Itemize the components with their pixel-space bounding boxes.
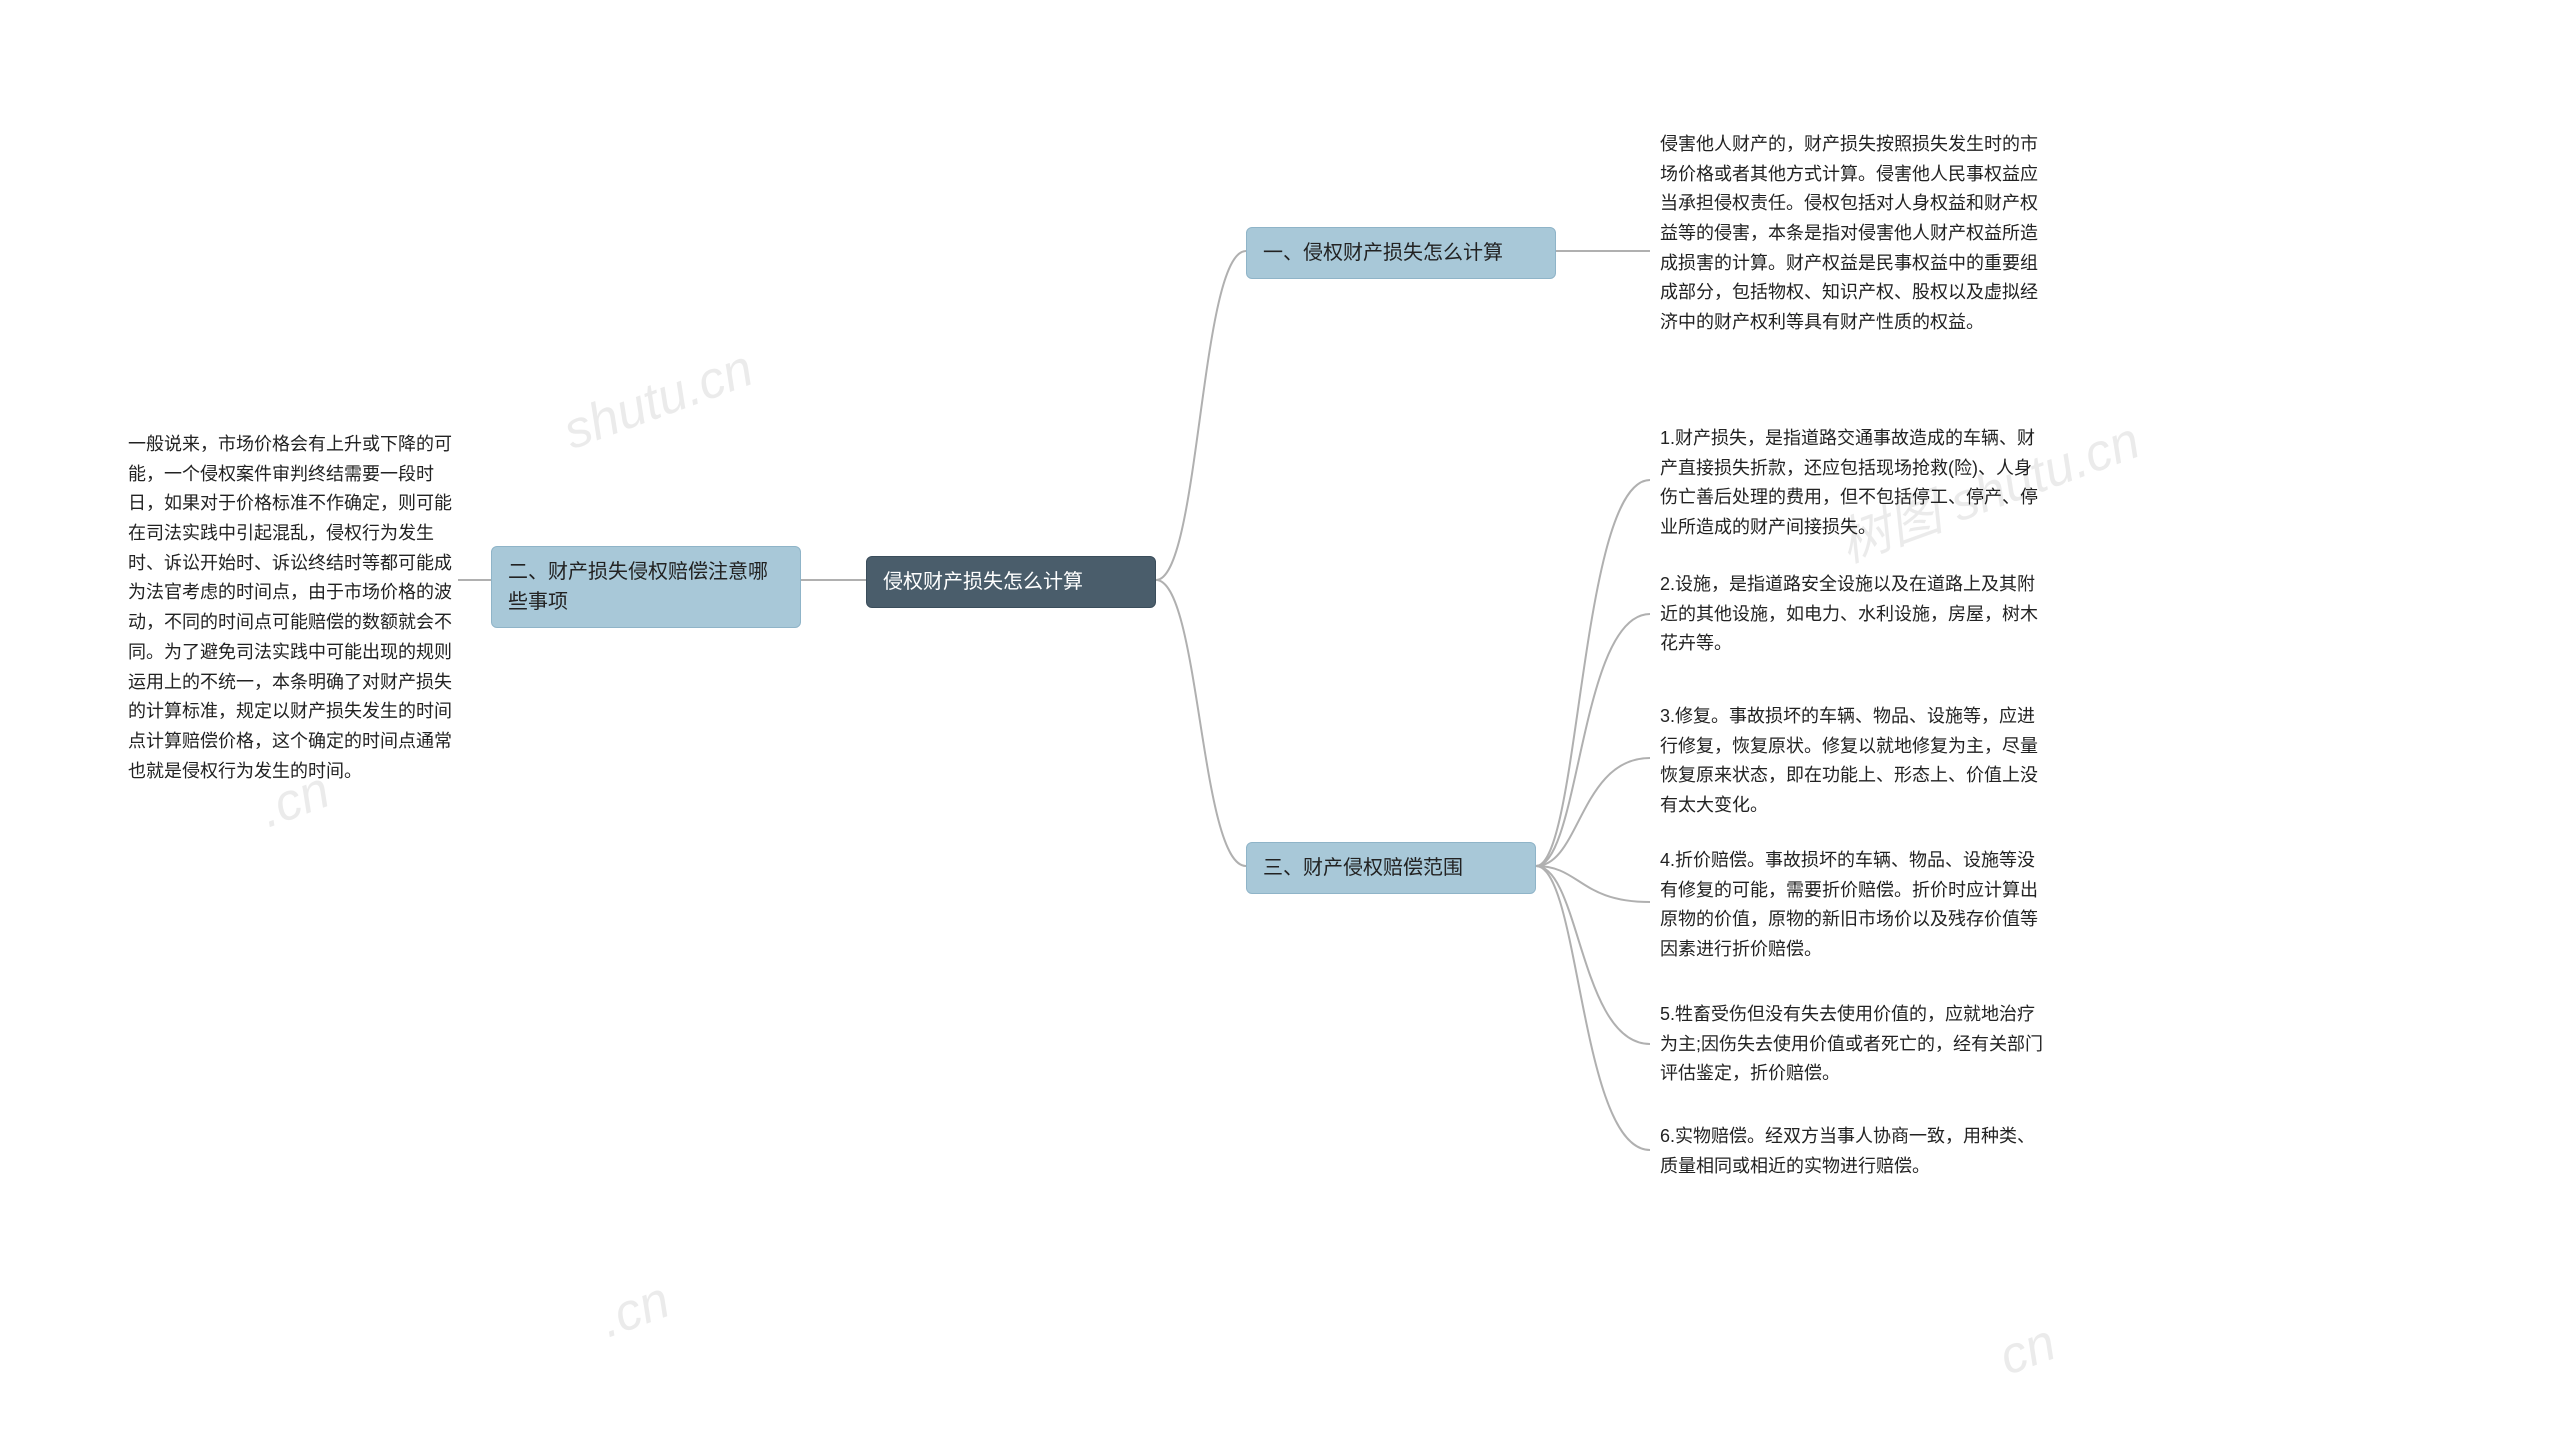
root-node[interactable]: 侵权财产损失怎么计算 xyxy=(866,556,1156,608)
leaf-node-3-4: 4.折价赔偿。事故损坏的车辆、物品、设施等没有修复的可能，需要折价赔偿。折价时应… xyxy=(1660,846,2045,965)
leaf-node-1-1: 侵害他人财产的，财产损失按照损失发生时的市场价格或者其他方式计算。侵害他人民事权… xyxy=(1660,130,2045,338)
branch-node-3[interactable]: 三、财产侵权赔偿范围 xyxy=(1246,842,1536,894)
leaf-node-3-1: 1.财产损失，是指道路交通事故造成的车辆、财产直接损失折款，还应包括现场抢救(险… xyxy=(1660,424,2045,543)
watermark: cn xyxy=(1991,1312,2063,1387)
leaf-node-3-2: 2.设施，是指道路安全设施以及在道路上及其附近的其他设施，如电力、水利设施，房屋… xyxy=(1660,570,2045,659)
leaf-node-3-6: 6.实物赔偿。经双方当事人协商一致，用种类、质量相同或相近的实物进行赔偿。 xyxy=(1660,1122,2045,1181)
leaf-node-3-5: 5.牲畜受伤但没有失去使用价值的，应就地治疗为主;因伤失去使用价值或者死亡的，经… xyxy=(1660,1000,2045,1089)
branch-node-1[interactable]: 一、侵权财产损失怎么计算 xyxy=(1246,227,1556,279)
leaf-node-3-3: 3.修复。事故损坏的车辆、物品、设施等，应进行修复，恢复原状。修复以就地修复为主… xyxy=(1660,702,2045,821)
branch-node-2[interactable]: 二、财产损失侵权赔偿注意哪些事项 xyxy=(491,546,801,628)
watermark: shutu.cn xyxy=(556,338,761,462)
watermark: .cn xyxy=(592,1270,678,1350)
leaf-node-2-1: 一般说来，市场价格会有上升或下降的可能，一个侵权案件审判终结需要一段时日，如果对… xyxy=(128,430,458,786)
